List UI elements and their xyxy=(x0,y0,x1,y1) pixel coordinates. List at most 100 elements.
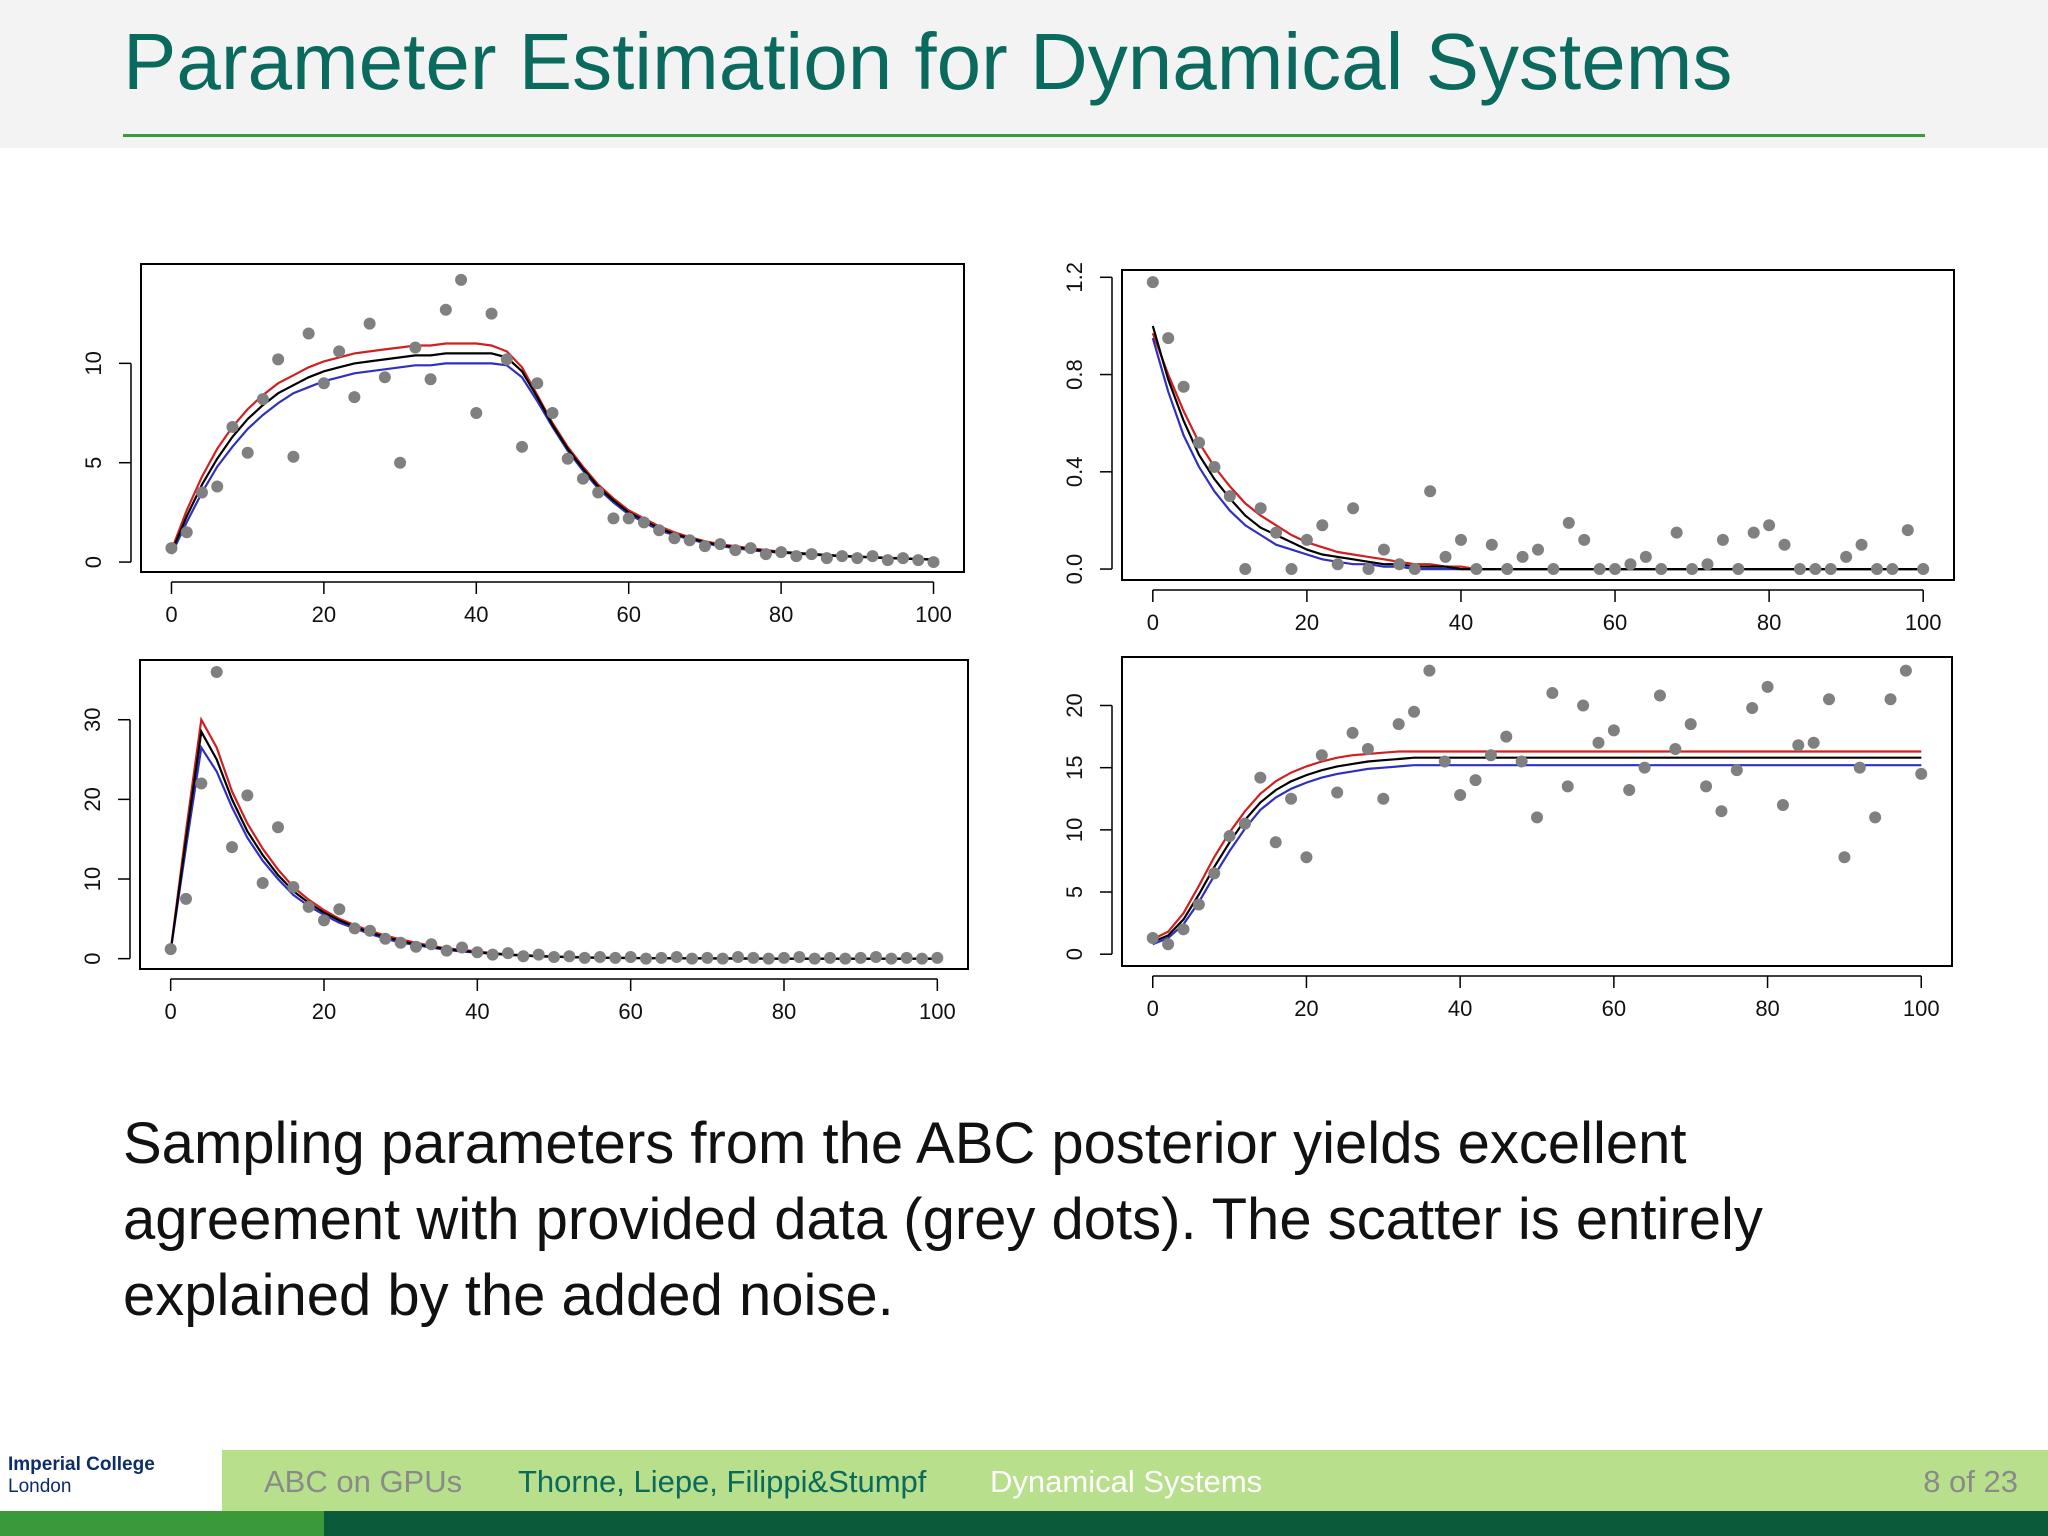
x-tick-label: 0 xyxy=(165,999,177,1024)
fit-line xyxy=(1152,756,1922,943)
header-band xyxy=(0,0,2048,148)
data-point xyxy=(302,900,315,913)
data-point xyxy=(716,952,729,965)
y-tick-label: 5 xyxy=(1062,886,1087,898)
data-point xyxy=(485,307,498,320)
data-point xyxy=(759,548,772,561)
data-point xyxy=(439,303,452,316)
data-point xyxy=(808,952,821,965)
data-point xyxy=(1547,563,1560,576)
data-point xyxy=(1853,761,1866,774)
fit-line xyxy=(1152,750,1922,941)
data-point xyxy=(1270,526,1283,539)
y-tick-label: 0 xyxy=(80,953,105,965)
data-point xyxy=(1823,693,1836,706)
data-point xyxy=(1915,767,1928,780)
x-tick-label: 20 xyxy=(312,999,336,1024)
data-point xyxy=(563,950,576,963)
x-tick-label: 0 xyxy=(1147,996,1159,1021)
data-point xyxy=(732,951,744,964)
fit-line xyxy=(169,728,938,960)
x-tick-label: 60 xyxy=(618,999,642,1024)
data-point xyxy=(885,952,898,965)
data-point xyxy=(1778,538,1791,551)
data-point xyxy=(870,951,882,964)
data-point xyxy=(1346,726,1359,739)
data-point xyxy=(425,938,438,951)
data-point xyxy=(1347,502,1360,515)
x-tick-label: 100 xyxy=(919,999,956,1024)
data-point xyxy=(1408,563,1421,576)
data-point xyxy=(1593,563,1606,576)
fit-line xyxy=(1151,337,1924,571)
data-point xyxy=(532,948,545,961)
data-point xyxy=(348,391,361,404)
data-point xyxy=(1501,563,1514,576)
footer-authors: Thorne, Liepe, Filippi&Stumpf xyxy=(518,1464,927,1499)
fit-line xyxy=(170,362,934,561)
data-point xyxy=(1408,705,1421,718)
x-tick-label: 40 xyxy=(1448,996,1472,1021)
y-tick-label: 5 xyxy=(81,457,106,469)
data-point xyxy=(516,440,529,453)
data-point xyxy=(531,377,544,390)
y-tick-label: 10 xyxy=(1062,818,1087,842)
data-point xyxy=(1238,817,1251,830)
data-point xyxy=(1793,563,1806,576)
data-point xyxy=(1515,755,1528,768)
data-point xyxy=(211,480,224,493)
data-point xyxy=(1592,736,1605,749)
data-point xyxy=(1838,851,1851,864)
title-rule xyxy=(123,134,1925,137)
y-tick-label: 1.2 xyxy=(1062,262,1087,293)
data-point xyxy=(793,951,806,964)
data-point xyxy=(1840,550,1853,563)
data-point xyxy=(594,951,606,964)
data-point xyxy=(500,353,513,366)
data-point xyxy=(409,341,422,354)
data-point xyxy=(824,951,836,964)
x-tick-label: 20 xyxy=(1295,610,1319,635)
data-point xyxy=(698,540,711,553)
plot-box xyxy=(1121,269,1955,581)
data-point xyxy=(916,952,928,965)
data-point xyxy=(1300,533,1313,546)
data-point xyxy=(210,665,223,678)
data-point xyxy=(1531,811,1543,824)
data-point xyxy=(456,941,468,954)
y-tick-label: 0 xyxy=(1062,948,1087,960)
data-point xyxy=(1562,516,1575,529)
plot-box xyxy=(139,659,969,970)
data-point xyxy=(1208,460,1221,473)
y-tick-label: 10 xyxy=(80,867,105,891)
slide-title: Parameter Estimation for Dynamical Syste… xyxy=(123,17,1733,106)
data-point xyxy=(1809,563,1822,576)
data-point xyxy=(348,922,361,935)
data-point xyxy=(1716,533,1729,546)
data-point xyxy=(1638,761,1651,774)
data-point xyxy=(363,317,376,330)
data-point xyxy=(1624,558,1637,571)
x-tick-label: 60 xyxy=(1603,610,1627,635)
data-point xyxy=(1639,550,1652,563)
x-tick-label: 40 xyxy=(1449,610,1473,635)
data-point xyxy=(180,892,192,905)
data-point xyxy=(576,472,589,485)
data-point xyxy=(1454,789,1467,802)
data-point xyxy=(927,556,940,569)
x-tick-label: 80 xyxy=(769,602,793,627)
x-tick-label: 40 xyxy=(465,999,489,1024)
data-point xyxy=(1315,749,1328,762)
data-point xyxy=(1393,558,1406,571)
x-tick-label: 100 xyxy=(1903,996,1940,1021)
data-point xyxy=(1577,699,1590,712)
data-point xyxy=(378,371,391,384)
data-point xyxy=(1746,701,1759,714)
data-point xyxy=(1177,380,1190,393)
data-point xyxy=(226,420,239,433)
data-point xyxy=(318,914,330,927)
data-point xyxy=(1361,743,1374,756)
x-tick-label: 40 xyxy=(464,602,488,627)
fit-line xyxy=(1151,332,1924,571)
